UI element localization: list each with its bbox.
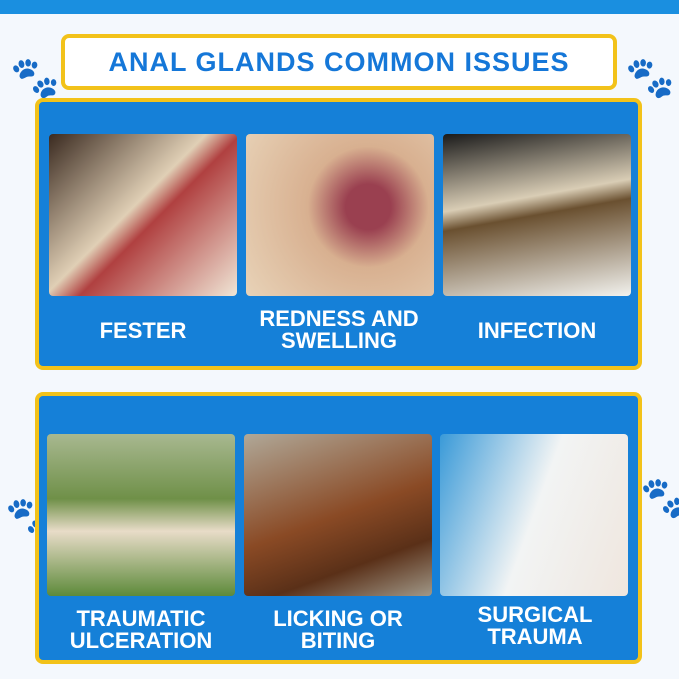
issues-panel-bottom: TRAUMATIC ULCERATION LICKING OR BITING S… (35, 392, 642, 664)
caption: LICKING OR BITING (273, 606, 403, 653)
caption: REDNESS AND SWELLING (259, 306, 419, 353)
page-title: ANAL GLANDS COMMON ISSUES (61, 34, 617, 90)
caption: SURGICAL TRAUMA (477, 602, 593, 649)
licking-photo (244, 434, 432, 596)
paw-icon: 🐾 (625, 56, 675, 100)
redness-photo (246, 134, 434, 296)
fester-photo (49, 134, 237, 296)
caption: INFECTION (477, 318, 597, 343)
surgical-photo (440, 434, 628, 596)
paw-icon: 🐾 (640, 476, 679, 520)
caption: FESTER (99, 318, 187, 343)
infection-photo (443, 134, 631, 296)
ulceration-photo (47, 434, 235, 596)
issues-panel-top: FESTER REDNESS AND SWELLING INFECTION (35, 98, 642, 370)
caption: TRAUMATIC ULCERATION (69, 606, 213, 653)
top-bar (0, 0, 679, 14)
paw-icon: 🐾 (10, 56, 60, 100)
